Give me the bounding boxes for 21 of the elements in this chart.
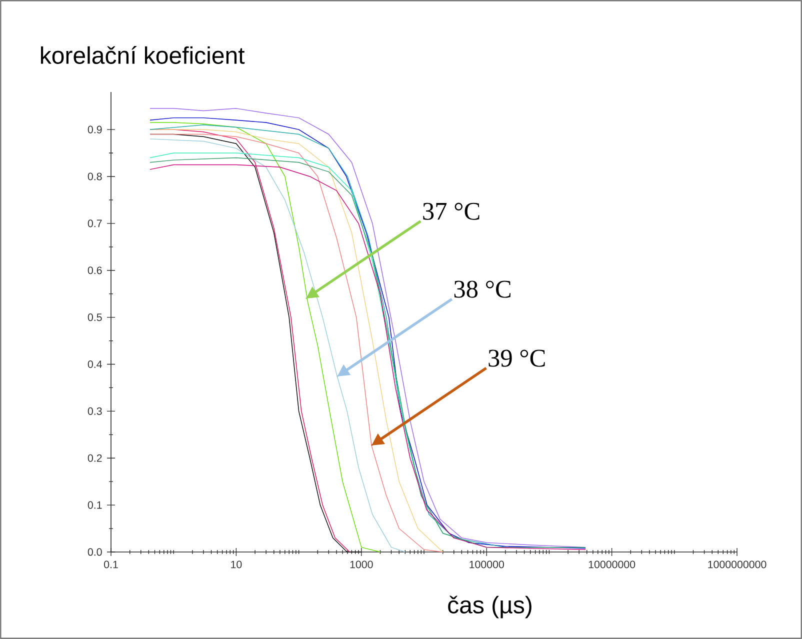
y-tick-label: 0.9 — [88, 126, 102, 134]
y-tick-label: 0.2 — [88, 454, 102, 462]
x-tick-label: 0.1 — [104, 560, 118, 568]
y-tick-label: 0.3 — [88, 407, 102, 415]
x-tick-label: 100000 — [470, 560, 504, 568]
x-tick-label: 10000000 — [588, 560, 636, 568]
y-tick-label: 0.0 — [88, 548, 102, 556]
x-tick-label: 1000000000 — [708, 560, 766, 568]
x-axis-title: čas (µs) — [448, 596, 532, 618]
x-tick-label: 10 — [231, 560, 242, 568]
y-tick-label: 0.4 — [88, 360, 102, 368]
annotation: 39 °C — [488, 350, 545, 367]
y-tick-label: 0.7 — [88, 220, 102, 228]
y-tick-label: 0.8 — [88, 172, 102, 180]
y-tick-label: 0.5 — [88, 314, 102, 322]
x-tick-label: 1000 — [350, 560, 373, 568]
annotation: 37 °C — [423, 202, 480, 220]
y-tick-label: 0.1 — [88, 501, 102, 509]
annotation: 38 °C — [454, 280, 510, 298]
y-axis-title: korelační koeficient — [40, 46, 245, 64]
y-tick-label: 0.6 — [88, 266, 102, 274]
